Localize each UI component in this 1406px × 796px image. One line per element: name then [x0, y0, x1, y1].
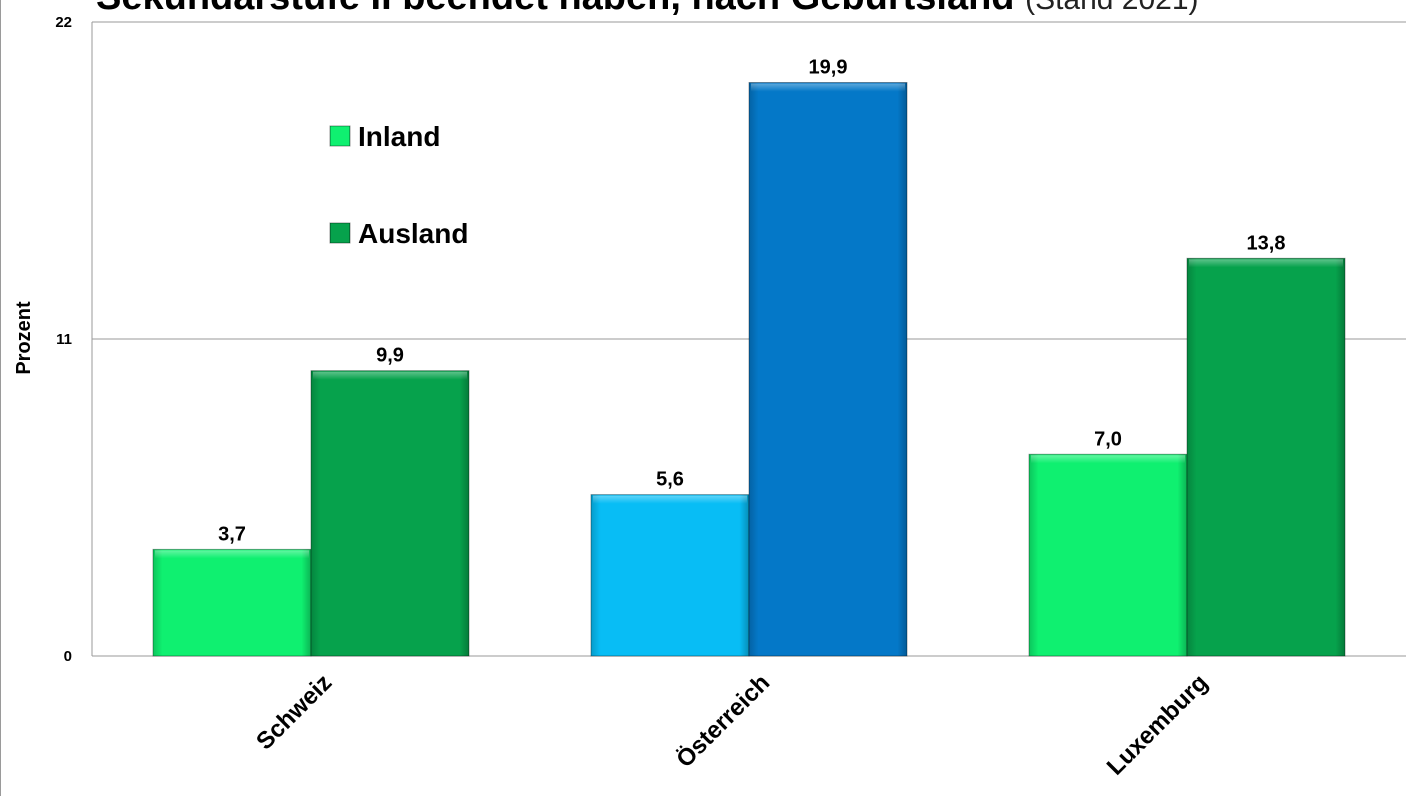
bar-ausland-1 [748, 82, 908, 657]
data-label: 3,7 [218, 523, 246, 545]
legend-item-inland: Inland [329, 121, 440, 152]
chart-subtitle: (Stand 2021) [1025, 0, 1198, 16]
legend-swatch-shade [330, 126, 350, 146]
bar-ausland-2 [1186, 257, 1346, 657]
data-label: 19,9 [809, 57, 848, 79]
value-labels: 3,7 9,9 5,6 19,9 7,0 13,8 [218, 57, 1285, 546]
data-label: 7,0 [1094, 428, 1122, 450]
legend-swatch-shade [330, 223, 350, 243]
bar-highlight [313, 371, 467, 380]
bar-shade [153, 549, 311, 656]
data-label: 9,9 [376, 345, 404, 367]
category-labels: Schweiz Österreich Luxemburg [251, 669, 1213, 781]
bar-highlight [751, 83, 905, 92]
bar-shade [311, 370, 469, 656]
legend-item-ausland: Ausland [329, 218, 468, 249]
y-tick-label: 0 [64, 648, 72, 665]
data-label: 5,6 [656, 469, 684, 491]
category-label: Schweiz [251, 669, 337, 755]
category-label: Österreich [671, 669, 775, 773]
bar-inland-1 [590, 494, 750, 657]
bar-shade [749, 82, 907, 656]
legend-label: Ausland [358, 218, 468, 249]
legend-label: Inland [358, 121, 440, 152]
bar-shade [591, 494, 749, 656]
bar-highlight [1031, 455, 1185, 464]
bar-highlight [155, 550, 309, 559]
bar-ausland-0 [310, 370, 470, 657]
bar-shade [1187, 258, 1345, 656]
y-tick-label: 22 [55, 14, 72, 31]
y-axis-label: Prozent [13, 301, 35, 375]
legend: Inland Ausland [329, 121, 468, 249]
bar-inland-0 [152, 548, 312, 657]
bar-highlight [1189, 259, 1343, 268]
bars [152, 82, 1346, 657]
bar-highlight [593, 495, 747, 504]
data-label: 13,8 [1247, 232, 1286, 254]
bar-shade [1029, 454, 1187, 656]
chart-title: Sekundarstufe II beendet haben, nach Geb… [96, 0, 1402, 19]
chart-title-text: Sekundarstufe II beendet haben, nach Geb… [96, 0, 1015, 18]
y-tick-label: 11 [56, 331, 72, 348]
category-label: Luxemburg [1102, 669, 1214, 781]
bar-inland-2 [1028, 453, 1188, 657]
